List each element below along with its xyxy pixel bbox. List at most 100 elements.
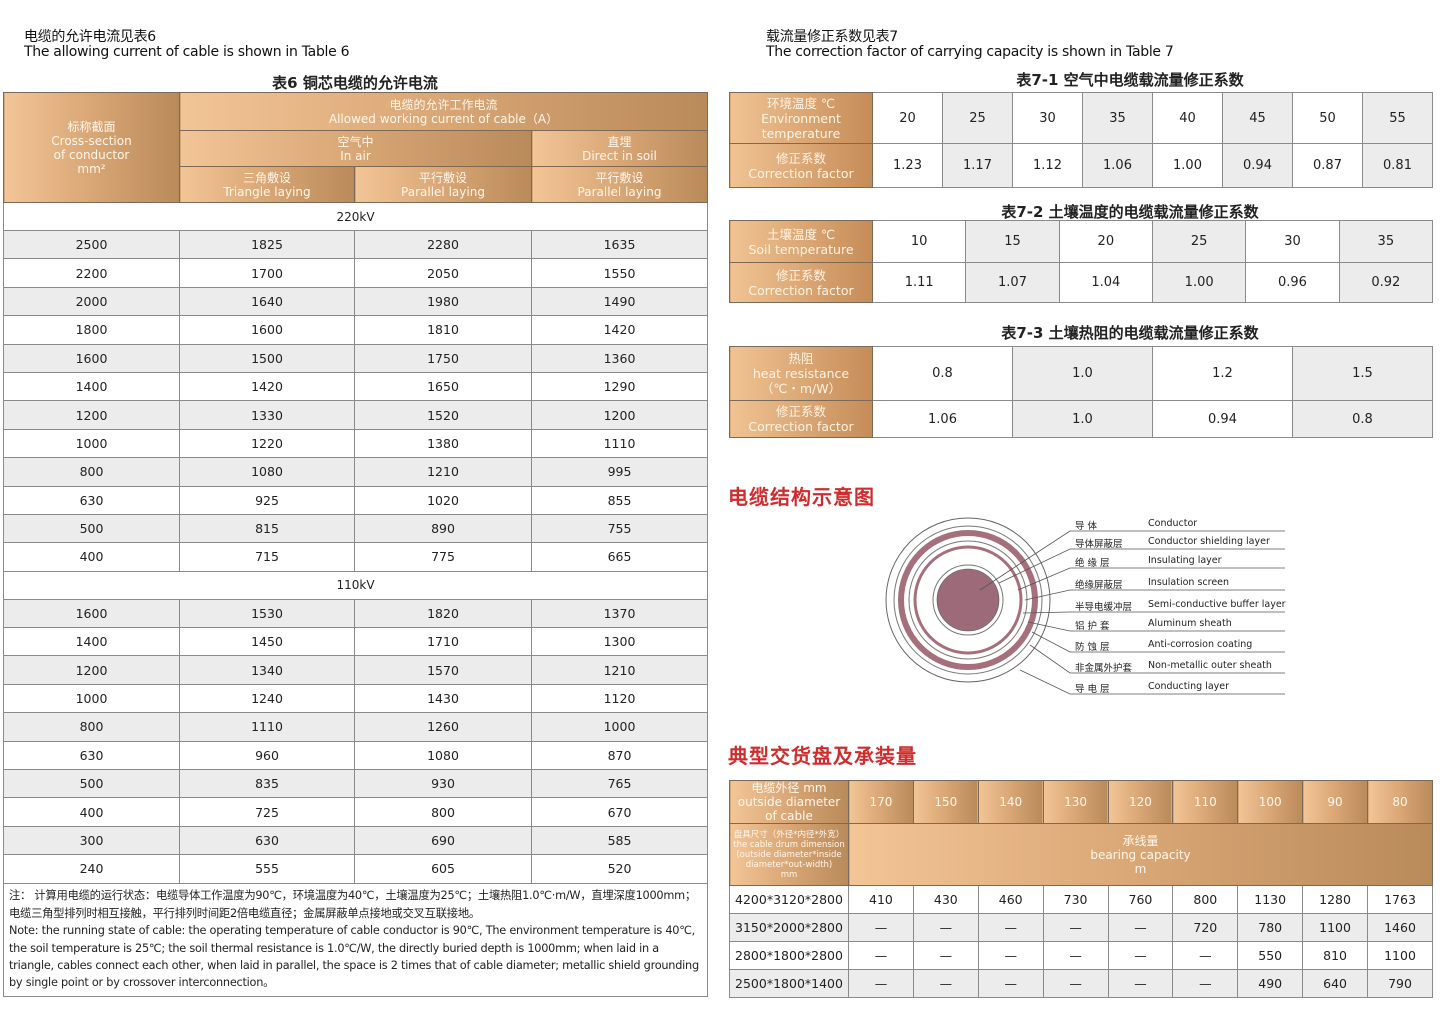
cell-text: 1.00 <box>1184 275 1214 290</box>
cell-text: — <box>1069 948 1082 963</box>
cell-text: 0.81 <box>1383 158 1412 173</box>
cell-text: diameter*out-width) <box>745 859 833 870</box>
cell-text: 20 <box>899 110 916 126</box>
table-cell: — <box>1172 969 1239 998</box>
table-cell: 1340 <box>179 655 355 685</box>
table-cell: 1650 <box>354 371 532 402</box>
table-cell: 1200 <box>3 400 180 430</box>
cell-text: 930 <box>431 776 455 792</box>
cell-text: 960 <box>255 747 279 763</box>
cell-text: 0.8 <box>1352 411 1373 427</box>
table-cell: 1.5 <box>1292 346 1433 401</box>
diameter-label: 电缆外径 mm outside diameter of cable <box>729 780 849 824</box>
voltage-label: 220kV <box>3 202 708 231</box>
drum-size: 2500*1800*1400 <box>729 969 849 998</box>
cell-text: 760 <box>1128 892 1153 907</box>
cell-text: Correction factor <box>748 165 854 181</box>
cell-text: 400 <box>79 804 104 820</box>
diameter-cell: 110 <box>1172 780 1239 824</box>
table-row: 630 925 1020 855 <box>3 485 708 515</box>
cell-text: 2500 <box>75 237 108 253</box>
table-cell: — <box>1107 969 1174 998</box>
cell-text: of cable <box>765 809 813 823</box>
cell-text: 670 <box>607 804 632 820</box>
buffer-ring <box>908 540 1028 660</box>
layer-label-cn: 绝 缘 层 <box>1075 558 1110 569</box>
cell-text: 720 <box>1193 920 1218 935</box>
table-cell: 35 <box>1082 92 1153 144</box>
cell-text: 220kV <box>336 209 375 224</box>
cell-text: 35 <box>1377 234 1395 249</box>
cell-text: — <box>1069 920 1082 935</box>
cell-text: 30 <box>1284 234 1301 249</box>
cell-text: 2050 <box>427 265 459 281</box>
cell-text: — <box>1199 976 1212 991</box>
cell-text: 25 <box>969 110 986 126</box>
cell-text: 1020 <box>427 492 459 508</box>
header-text: 三角敷设 <box>242 170 291 185</box>
cell-text: 110 <box>1193 795 1217 809</box>
table-cell: 2000 <box>3 286 180 317</box>
table-row: 2200 1700 2050 1550 <box>3 258 708 288</box>
row-label: 土壤温度 ℃ Soil temperature <box>729 220 873 263</box>
table-cell: 1.12 <box>1012 143 1083 188</box>
header-parallel-air: 平行敷设 Parallel laying <box>354 166 532 203</box>
cell-text: 1500 <box>251 350 283 366</box>
table-cell: 45 <box>1222 92 1293 144</box>
table-cell: 1800 <box>3 315 180 345</box>
cell-text: 1340 <box>251 662 283 678</box>
table-cell: 925 <box>179 485 355 515</box>
cell-text: 1380 <box>427 435 459 451</box>
table-cell: 1210 <box>354 457 532 487</box>
cell-text: 460 <box>998 892 1023 907</box>
cell-text: 140 <box>999 795 1023 809</box>
table-row: 1000 1240 1430 1120 <box>3 683 708 714</box>
diameter-cell: 120 <box>1107 780 1174 824</box>
voltage-row: 220kV <box>3 202 708 231</box>
cell-text: 890 <box>431 521 455 537</box>
cell-text: 690 <box>431 833 455 848</box>
cell-text: 130 <box>1064 795 1088 809</box>
cell-text: 1000 <box>75 691 108 707</box>
cell-text: 0.94 <box>1243 158 1272 173</box>
table-cell: 760 <box>1107 885 1174 914</box>
cell-text: 1450 <box>251 634 283 650</box>
cell-text: 0.94 <box>1208 411 1237 427</box>
cell-text: — <box>874 948 888 963</box>
factor-row: 修正系数 Correction factor 1.06 1.0 0.94 0.8 <box>729 400 1433 438</box>
cell-text: 1360 <box>603 350 636 366</box>
table-cell: 520 <box>531 854 708 884</box>
cell-text: Environment <box>761 110 841 126</box>
cell-text: 800 <box>1193 892 1218 907</box>
cell-text: 1825 <box>251 237 283 253</box>
cell-text: 55 <box>1389 110 1406 126</box>
leader-line <box>1027 621 1285 632</box>
cell-text: 0.8 <box>932 366 953 381</box>
table-cell: 630 <box>179 825 355 856</box>
cell-text: — <box>1199 948 1212 963</box>
leader-line <box>1019 669 1285 695</box>
cell-text: 1400 <box>75 634 108 650</box>
cell-text: 855 <box>607 492 632 508</box>
layer-label-cn: 铝 护 套 <box>1075 621 1110 632</box>
drum-header-row: 盘具尺寸（外径*内径*外宽） the cable drum dimension (o… <box>729 823 1433 886</box>
header-text: of conductor <box>53 147 130 162</box>
cell-text: 1980 <box>427 293 459 309</box>
table-cell: 0.8 <box>1292 400 1433 438</box>
cell-text: Correction factor <box>748 282 854 298</box>
table-cell: 1400 <box>3 371 180 402</box>
cell-text: 300 <box>79 833 104 848</box>
table-row: 400 715 775 665 <box>3 542 708 572</box>
table-cell: 630 <box>3 485 180 515</box>
cell-text: — <box>874 920 888 935</box>
table-cell: 1.07 <box>965 262 1060 303</box>
cell-text: 2280 <box>427 237 459 253</box>
table-cell: 1420 <box>531 315 708 345</box>
table-cell: 430 <box>912 885 979 914</box>
table-cell: 815 <box>179 513 355 544</box>
cell-text: 35 <box>1109 110 1126 126</box>
layer-label-en: Insulation screen <box>1148 577 1230 588</box>
cable-structure-diagram <box>885 517 1285 695</box>
cell-text: 修正系数 <box>775 267 826 283</box>
table-cell: 1360 <box>531 343 708 373</box>
